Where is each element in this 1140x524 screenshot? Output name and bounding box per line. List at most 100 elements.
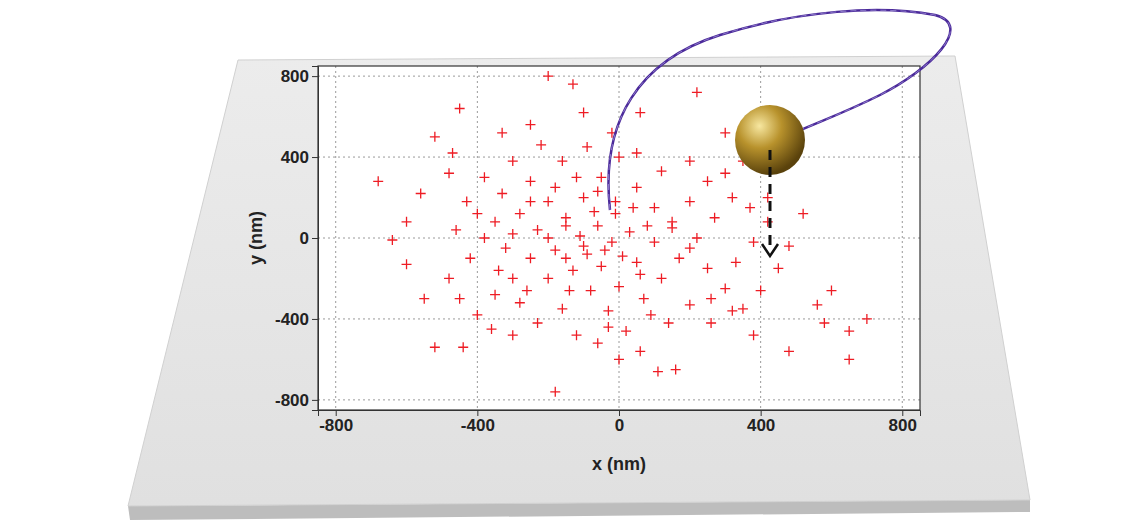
x-axis-title: x (nm) — [592, 454, 646, 474]
tick-mark — [312, 76, 318, 77]
tick: -800 — [275, 391, 318, 410]
point — [444, 168, 454, 178]
tick: 0 — [300, 229, 318, 248]
tick-label: -400 — [461, 416, 495, 435]
point — [508, 156, 518, 166]
point — [667, 217, 677, 227]
tick-mark — [312, 238, 318, 239]
point — [720, 168, 730, 178]
point — [706, 294, 716, 304]
point — [819, 318, 829, 328]
point — [543, 233, 553, 243]
point — [568, 79, 578, 89]
chart: -800-4000400800-800-4000400800x (nm)y (n… — [0, 0, 1140, 524]
point — [621, 326, 631, 336]
point — [508, 229, 518, 239]
point — [444, 273, 454, 283]
tick: 400 — [747, 410, 775, 435]
axis-line — [312, 67, 319, 411]
point — [525, 176, 535, 186]
point — [525, 120, 535, 130]
point — [533, 225, 543, 235]
point — [593, 338, 603, 348]
point — [649, 203, 659, 213]
grid-line-x — [335, 66, 336, 410]
point — [479, 233, 489, 243]
tick-label: -800 — [275, 391, 309, 410]
point — [639, 294, 649, 304]
point — [596, 261, 606, 271]
point — [497, 128, 507, 138]
point — [703, 263, 713, 273]
point — [812, 300, 822, 310]
point — [642, 221, 652, 231]
point — [628, 203, 638, 213]
tick-mark — [312, 400, 318, 401]
point — [490, 217, 500, 227]
point — [646, 310, 656, 320]
grid-line-y — [318, 238, 920, 239]
point — [649, 237, 659, 247]
tether — [608, 10, 950, 210]
point — [674, 253, 684, 263]
point — [543, 197, 553, 207]
point — [501, 243, 511, 253]
point — [703, 176, 713, 186]
point — [671, 365, 681, 375]
point — [685, 243, 695, 253]
point — [798, 209, 808, 219]
point — [862, 314, 872, 324]
point — [575, 231, 585, 241]
point — [614, 282, 624, 292]
point — [472, 209, 482, 219]
point — [653, 367, 663, 377]
point — [635, 269, 645, 279]
grid-line-x — [477, 66, 478, 410]
point — [844, 354, 854, 364]
point — [455, 294, 465, 304]
point — [550, 245, 560, 255]
point — [568, 265, 578, 275]
point — [579, 108, 589, 118]
point — [610, 197, 620, 207]
x-axis: -800 -400 0 400 800 — [319, 410, 921, 435]
point — [487, 324, 497, 334]
point — [451, 225, 461, 235]
point — [784, 346, 794, 356]
point — [508, 330, 518, 340]
point — [557, 156, 567, 166]
platform — [128, 56, 1030, 506]
tick-label: 800 — [281, 67, 309, 86]
grid-line-y — [318, 399, 920, 400]
tick: -800 — [319, 410, 353, 435]
point — [373, 176, 383, 186]
point — [515, 209, 525, 219]
point — [536, 140, 546, 150]
y-axis-title: y (nm) — [246, 211, 266, 265]
point — [727, 306, 737, 316]
point — [749, 237, 759, 247]
tick: -400 — [461, 410, 495, 435]
point — [593, 186, 603, 196]
point — [745, 203, 755, 213]
point — [455, 103, 465, 113]
point — [656, 166, 666, 176]
point — [692, 87, 702, 97]
point — [515, 298, 525, 308]
point — [522, 286, 532, 296]
point — [710, 213, 720, 223]
point — [479, 172, 489, 182]
point — [543, 71, 553, 81]
tick-label: 400 — [281, 148, 309, 167]
point — [465, 253, 475, 263]
point — [557, 304, 567, 314]
point — [550, 387, 560, 397]
tick-label: 0 — [615, 416, 624, 435]
tick-label: 800 — [889, 416, 917, 435]
point — [561, 221, 571, 231]
point — [586, 286, 596, 296]
point — [685, 197, 695, 207]
grid-line-y — [318, 76, 920, 77]
point — [490, 290, 500, 300]
tether-inner — [608, 10, 950, 210]
